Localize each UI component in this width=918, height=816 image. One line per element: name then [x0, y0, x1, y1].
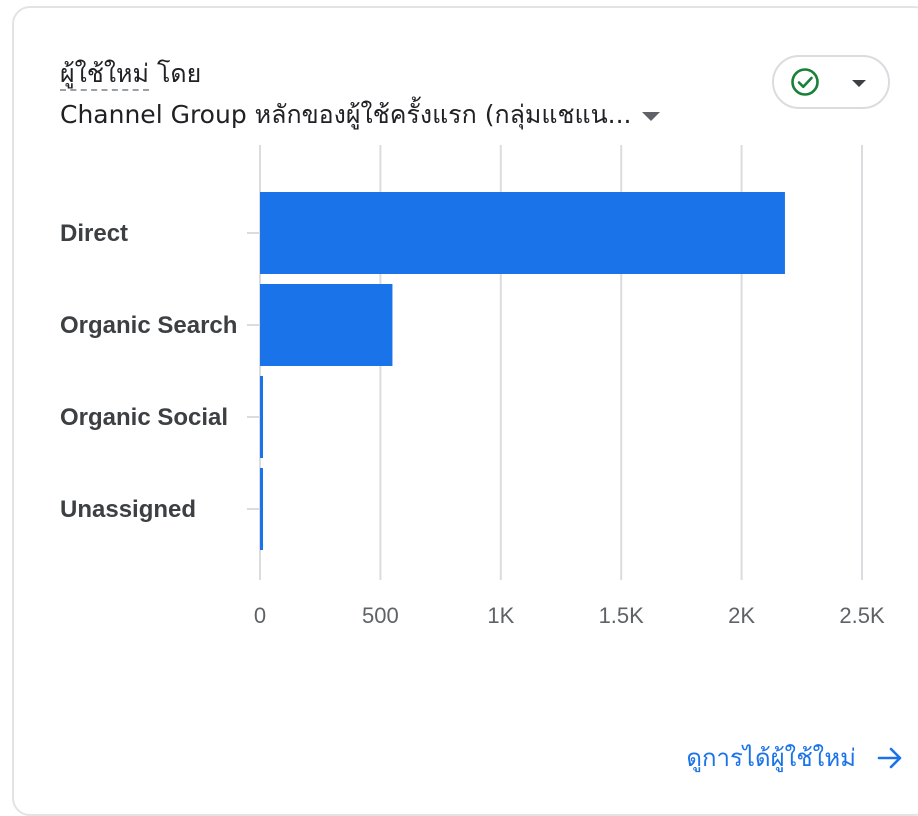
bar[interactable]: [260, 468, 263, 550]
bar[interactable]: [260, 284, 393, 366]
category-label: Direct: [60, 220, 128, 247]
arrow-right-icon: [877, 747, 902, 768]
chevron-down-icon: [852, 80, 866, 87]
bar[interactable]: [260, 376, 263, 458]
x-tick-label: 1K: [487, 603, 514, 628]
x-tick-label: 1.5K: [599, 603, 645, 628]
x-tick-label: 500: [362, 603, 399, 628]
chart-card: [12, 6, 918, 816]
category-label: Unassigned: [60, 496, 196, 523]
bar-chart: 0 500 1K 1.5K 2K 2.5K Direct Organic Search Orga…: [60, 145, 885, 628]
category-label: Organic Search: [60, 312, 237, 339]
dimension-label[interactable]: Channel Group หลักของผู้ใช้ครั้งแรก (กลุ…: [60, 100, 632, 129]
x-tick-label: 0: [254, 603, 266, 628]
status-dropdown-button[interactable]: [772, 55, 890, 109]
card-title-metric: ผู้ใช้ใหม่ โดย: [60, 58, 202, 91]
bar[interactable]: [260, 192, 785, 274]
category-label: Organic Social: [60, 404, 228, 431]
caret-down-icon[interactable]: [641, 112, 660, 121]
dimension-selector[interactable]: Channel Group หลักของผู้ใช้ครั้งแรก (กลุ…: [60, 98, 660, 132]
check-circle-icon: [791, 68, 819, 96]
by-label: โดย: [156, 59, 202, 88]
metric-label[interactable]: ผู้ใช้ใหม่: [60, 59, 149, 91]
x-tick-label: 2.5K: [839, 603, 885, 628]
view-new-users-link[interactable]: ดูการได้ผู้ใช้ใหม่: [686, 738, 904, 777]
footer-link-label: ดูการได้ผู้ใช้ใหม่: [686, 744, 856, 772]
x-tick-label: 2K: [728, 603, 755, 628]
